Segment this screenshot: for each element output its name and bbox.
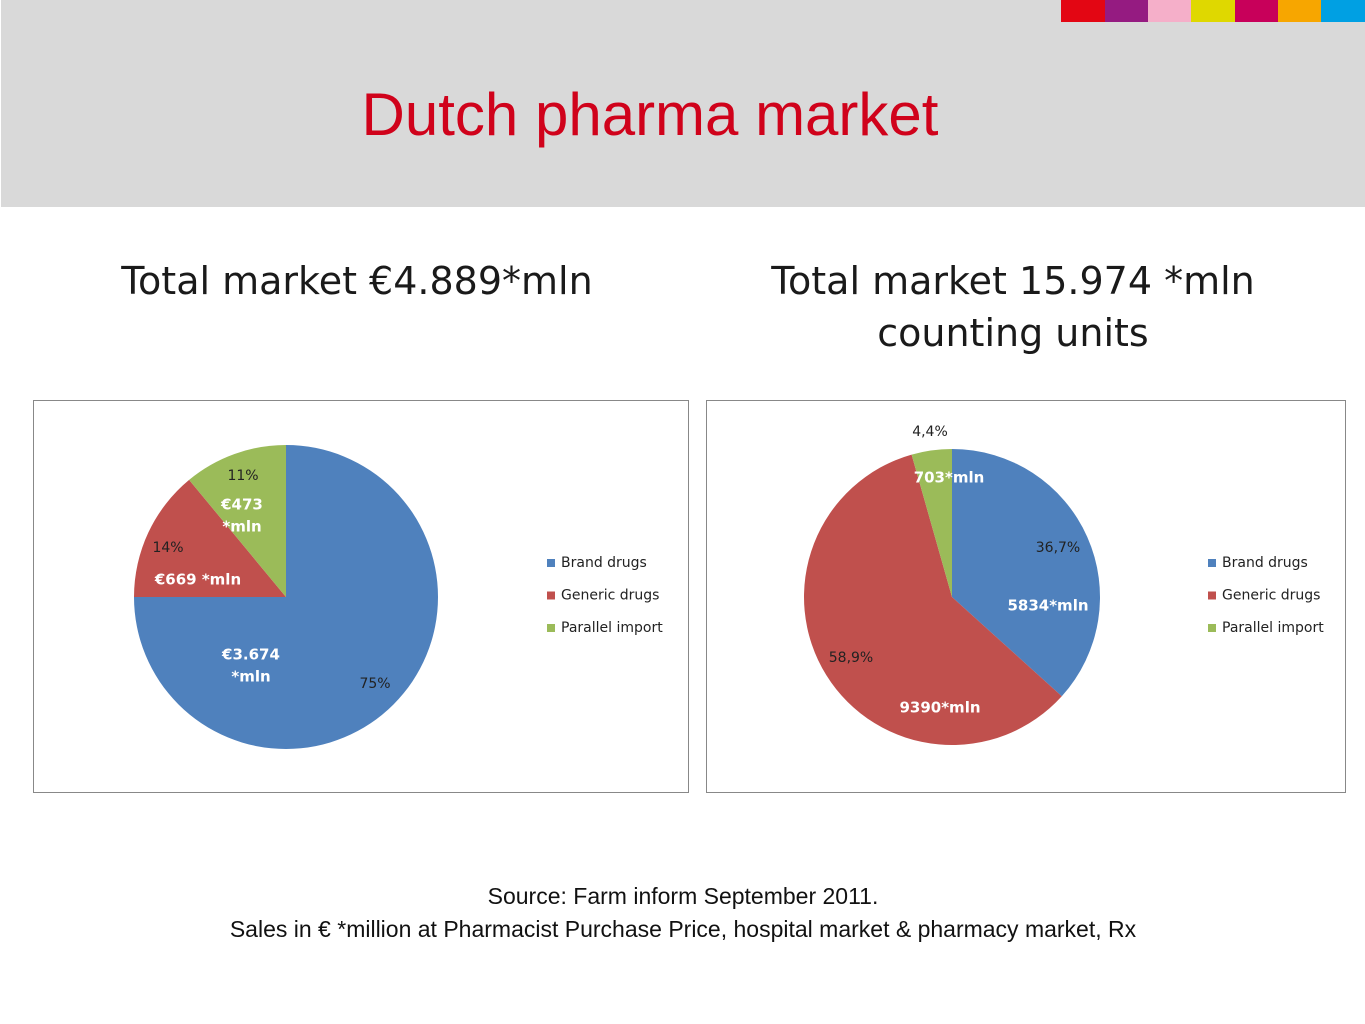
chart-title: Total market 15.974 *mln (770, 259, 1254, 303)
percent-label: 14% (152, 540, 183, 556)
percent-label: 58,9% (829, 650, 873, 666)
legend-label: Parallel import (561, 620, 663, 636)
chart-title: Total market €4.889*mln (120, 259, 592, 303)
amount-label: 5834*mln (1007, 597, 1088, 615)
legend-label: Parallel import (1222, 620, 1324, 636)
color-strip (1061, 0, 1365, 22)
amount-label: €3.674 (221, 646, 280, 664)
percent-label: 75% (359, 676, 390, 692)
legend-label: Generic drugs (1222, 588, 1320, 604)
legend-swatch (1208, 624, 1216, 632)
slide-title: Dutch pharma market (362, 81, 939, 148)
pie-slice (911, 449, 952, 597)
legend-label: Brand drugs (561, 555, 647, 571)
amount-label: *mln (222, 518, 261, 536)
percent-label: 36,7% (1036, 540, 1080, 556)
amount-label: 9390*mln (899, 699, 980, 717)
source-note: Source: Farm inform September 2011. (488, 883, 879, 909)
legend-swatch (547, 624, 555, 632)
amount-label: *mln (231, 668, 270, 686)
amount-label: 703*mln (914, 469, 985, 487)
percent-label: 11% (227, 468, 258, 484)
pie-slice (952, 449, 1101, 697)
legend-swatch (547, 591, 555, 600)
header-band (1, 0, 1365, 207)
legend-swatch (1208, 591, 1216, 600)
amount-label: €473 (220, 496, 263, 514)
percent-label: 4,4% (912, 424, 948, 440)
pie-slice (189, 445, 286, 597)
legend-label: Generic drugs (561, 588, 659, 604)
chart-title: counting units (877, 311, 1148, 355)
legend-swatch (1208, 559, 1216, 567)
source-note: Sales in € *million at Pharmacist Purcha… (230, 916, 1137, 942)
legend-swatch (547, 559, 555, 567)
pie-slice (804, 454, 1062, 745)
pie-slice (134, 479, 286, 597)
legend-label: Brand drugs (1222, 555, 1308, 571)
amount-label: €669 *mln (154, 571, 241, 589)
